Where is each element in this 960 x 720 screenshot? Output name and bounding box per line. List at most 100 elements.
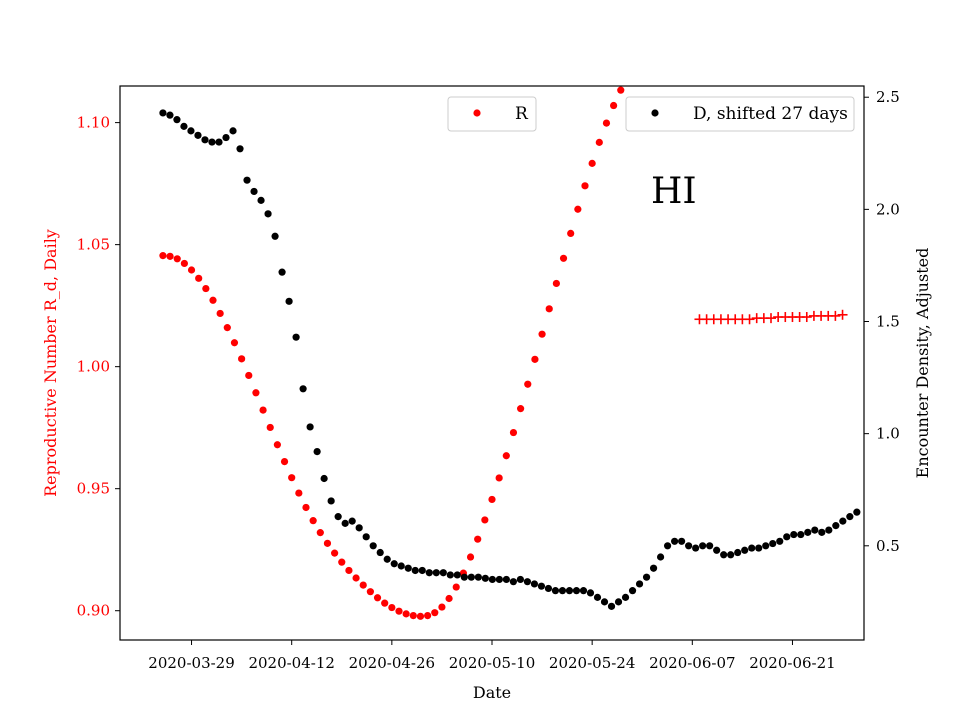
chart-annotation: HI: [651, 171, 697, 212]
series-3-point-21: [837, 309, 848, 320]
y-left-axis-label: Reproductive Number R_d, Daily: [41, 229, 60, 497]
series-2-point-19: [285, 297, 293, 305]
y-right-tick-label-4: 2.0: [876, 200, 900, 218]
y-right-tick-label-3: 1.5: [876, 313, 900, 331]
series-2-point-61: [579, 587, 588, 595]
series-2-point-46: [474, 573, 482, 581]
series-1-point-1: [159, 252, 167, 260]
series-1-point-39: [431, 609, 439, 617]
series-2-point-3: [173, 116, 181, 124]
series-2-point-21: [299, 385, 307, 393]
series-2-point-93: [804, 528, 812, 536]
series-2-point-50: [502, 575, 510, 584]
series-2-point-56: [544, 584, 553, 593]
series-3-point-16: [801, 312, 812, 323]
series-2-point-28: [348, 517, 356, 525]
series-2-point-70: [642, 573, 651, 581]
series-2-point-67: [621, 593, 630, 601]
legend-box-1: [447, 96, 537, 132]
series-1-point-33: [388, 603, 396, 612]
series-1-point-35: [402, 610, 410, 618]
series-2-point-68: [628, 587, 637, 595]
series-2-point-2: [166, 111, 174, 119]
series-2-point-18: [278, 268, 286, 276]
series-2-point-77: [692, 544, 700, 552]
series-2-point-31: [369, 542, 377, 550]
series-2-point-11: [229, 127, 237, 135]
series-3-point-11: [766, 313, 776, 324]
y-right-tick-label-2: 1.0: [876, 425, 900, 443]
series-2-point-78: [699, 542, 707, 550]
series-2-point-89: [776, 537, 784, 545]
x-tick-label-3: 2020-04-26: [349, 654, 435, 672]
series-2-point-96: [825, 526, 833, 534]
series-1-point-54: [538, 330, 546, 338]
series-2-point-86: [755, 544, 763, 552]
series-2-point-94: [811, 526, 819, 534]
y-left-tick-label-3: 1.00: [77, 358, 110, 376]
series-2-point-63: [593, 593, 602, 601]
series-2-point-83: [734, 548, 742, 557]
series-2-point-22: [306, 423, 314, 431]
chart-axes: 2020-03-29 2020-04-12 2020-04-26 2020-05-10…: [77, 85, 900, 672]
series-2-point-47: [481, 574, 489, 582]
series-2-point-76: [685, 542, 693, 550]
series-1-point-4: [180, 259, 188, 268]
x-tick-label-6: 2020-06-07: [649, 654, 735, 672]
y-left-tick-label-1: 0.90: [77, 602, 110, 620]
series-2-point-27: [341, 519, 349, 527]
series-1-point-8: [209, 296, 217, 304]
series-1-point-20: [295, 489, 303, 497]
chart-marks: [159, 86, 861, 620]
series-2-point-40: [432, 569, 440, 577]
series-1-point-53: [531, 355, 539, 363]
series-1-point-63: [602, 119, 611, 127]
series-2-point-48: [488, 575, 496, 584]
series-1-point-57: [559, 254, 568, 262]
series-1-point-2: [166, 252, 174, 260]
y-right-tick-label-5: 2.5: [876, 88, 900, 106]
series-2-point-54: [530, 580, 539, 588]
series-1-point-5: [187, 266, 196, 274]
series-2-point-82: [727, 551, 735, 559]
series-2-point-30: [362, 533, 370, 541]
series-1-point-13: [245, 371, 253, 380]
series-2-point-33: [383, 555, 391, 563]
series-2-point-34: [390, 560, 398, 568]
series-1-point-27: [345, 566, 353, 575]
series-1-point-10: [223, 324, 231, 332]
x-tick-label-2: 2020-04-12: [248, 654, 334, 672]
series-2-point-26: [334, 513, 342, 521]
series-2-point-37: [411, 566, 419, 575]
series-2-point-12: [236, 145, 244, 153]
x-tick-label-1: 2020-03-29: [148, 654, 234, 672]
series-1-point-64: [610, 101, 618, 110]
series-1-point-6: [195, 274, 203, 282]
series-2-point-6: [194, 131, 202, 139]
x-tick-label-5: 2020-05-24: [549, 654, 635, 672]
series-2-point-99: [846, 513, 854, 521]
series-2-point-69: [635, 580, 644, 588]
series-1-point-45: [474, 535, 482, 543]
series-2-point-88: [769, 539, 777, 548]
y-left-tick-label-4: 1.05: [77, 236, 110, 254]
series-1-point-65: [617, 86, 625, 94]
x-tick-label-7: 2020-06-21: [749, 654, 835, 672]
series-1-point-31: [373, 594, 382, 602]
series-1-point-11: [230, 339, 239, 347]
series-2-point-36: [404, 564, 412, 572]
series-1-point-30: [366, 588, 374, 596]
legend-1: R: [447, 96, 537, 132]
series-1-point-41: [445, 594, 453, 603]
series-2-point-14: [250, 187, 258, 196]
series-1-point-44: [466, 553, 475, 561]
series-1-point-29: [359, 581, 367, 589]
x-tick-label-4: 2020-05-10: [449, 654, 535, 672]
series-2-point-17: [271, 232, 279, 240]
series-2-point-52: [516, 575, 524, 584]
series-1-point-26: [338, 558, 346, 566]
series-2-point-57: [551, 587, 560, 595]
series-2-point-92: [797, 530, 805, 539]
legend-box-2: [625, 96, 855, 132]
